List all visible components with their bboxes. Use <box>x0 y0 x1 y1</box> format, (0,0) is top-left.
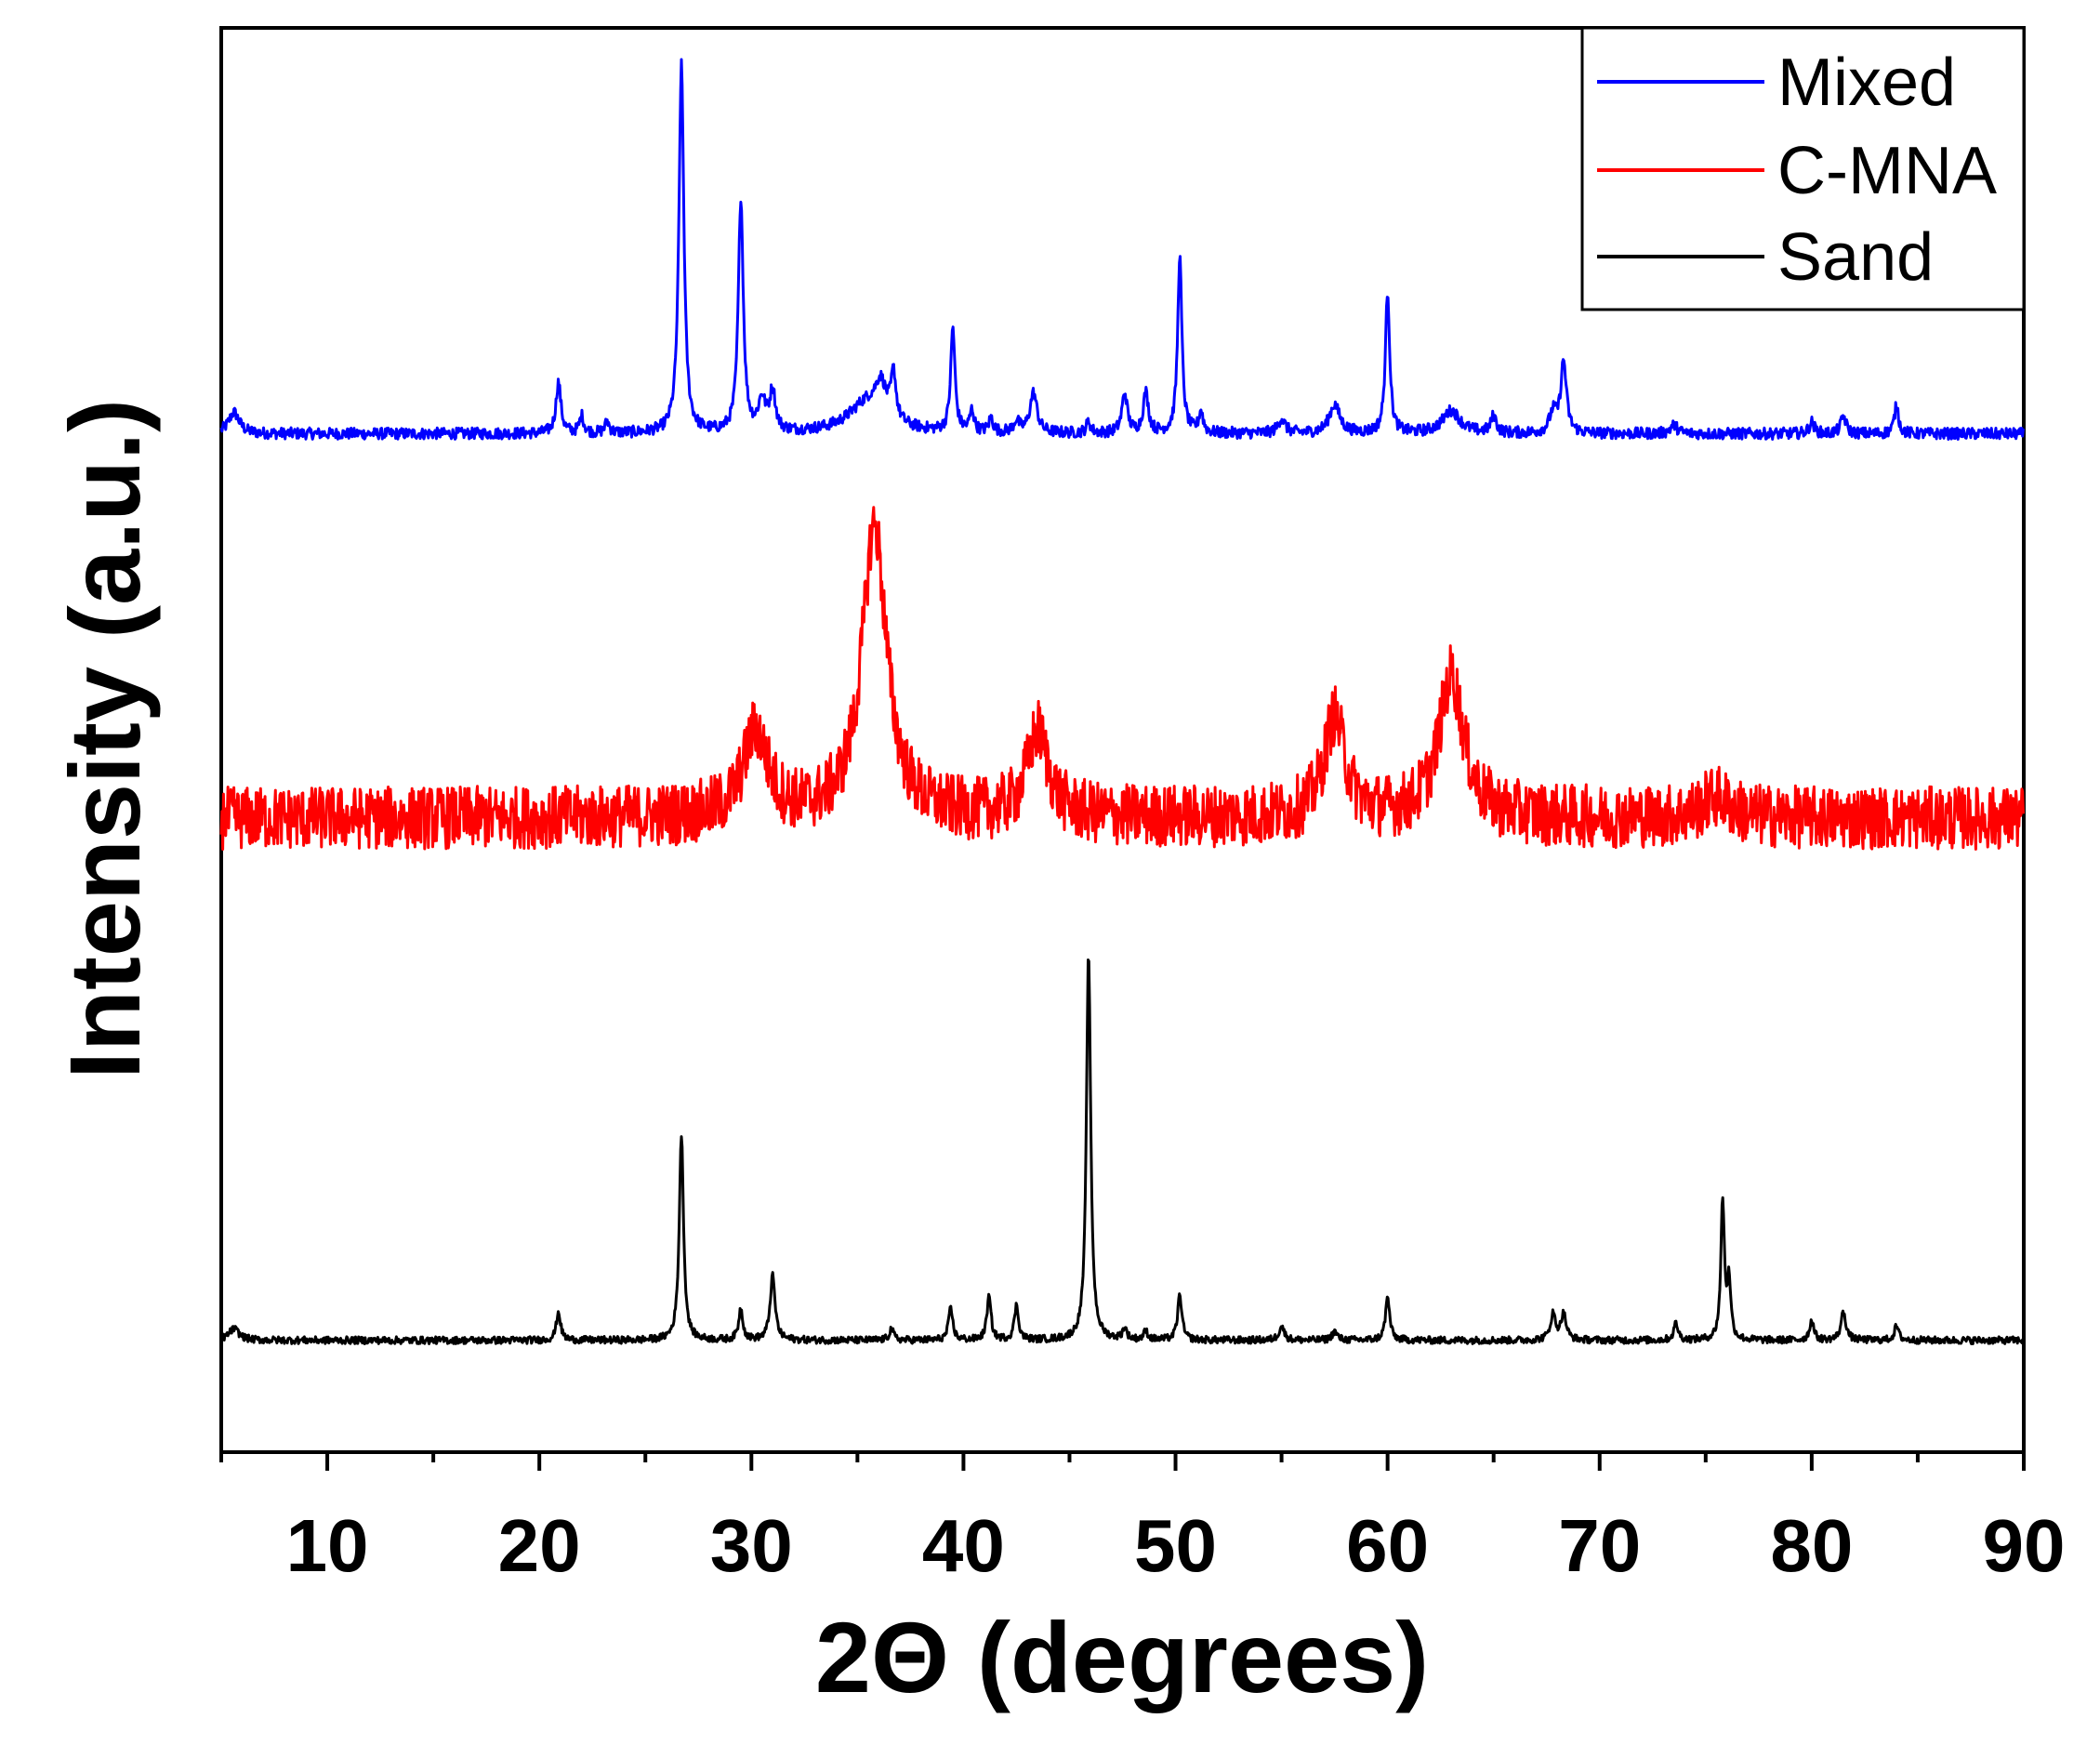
x-tick-label-90: 90 <box>1983 1504 2066 1587</box>
plot-area-frame <box>219 26 2026 1454</box>
x-axis-title: 2Θ (degrees) <box>815 1601 1429 1713</box>
legend-label-mixed: Mixed <box>1777 46 1956 120</box>
x-tick-label-80: 80 <box>1770 1504 1853 1587</box>
x-tick-label-30: 30 <box>710 1504 793 1587</box>
x-tick-label-10: 10 <box>286 1504 369 1587</box>
x-axis-tick-labels: 10 20 30 40 50 60 70 80 90 <box>286 1504 2066 1587</box>
legend: Mixed C-MNA Sand <box>1580 26 2026 311</box>
legend-label-c-mna: C-MNA <box>1777 134 1997 208</box>
series-line-mixed <box>219 58 2025 441</box>
y-axis-title: Intensity (a.u.) <box>48 399 161 1079</box>
legend-label-sand: Sand <box>1777 220 1934 295</box>
series-line-c-mna <box>219 506 2025 851</box>
x-tick-label-70: 70 <box>1558 1504 1641 1587</box>
x-tick-label-20: 20 <box>498 1504 581 1587</box>
series-layer <box>219 58 2025 1345</box>
x-tick-label-50: 50 <box>1134 1504 1217 1587</box>
series-line-sand <box>220 958 2025 1345</box>
x-tick-label-40: 40 <box>922 1504 1005 1587</box>
x-tick-label-60: 60 <box>1346 1504 1429 1587</box>
x-axis-ticks <box>219 1452 2026 1471</box>
